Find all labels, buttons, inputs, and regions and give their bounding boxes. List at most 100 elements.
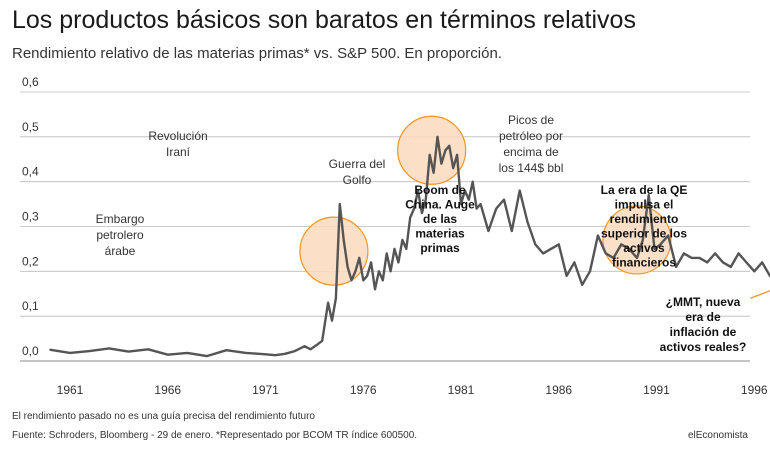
annotations: Embargo petrolero árabe Revolución Iraní Guer… [96, 113, 747, 354]
data-point [225, 349, 227, 351]
data-point [397, 261, 400, 263]
data-point [573, 261, 575, 263]
data-point [274, 354, 276, 356]
annotation-revolucion: Revolución Iraní [148, 129, 207, 159]
x-tick-label: 1981 [448, 383, 475, 397]
y-tick-label: 0,1 [22, 299, 39, 313]
x-tick-label: 1961 [57, 383, 84, 397]
annotation-line: Revolución [148, 129, 207, 143]
data-point [495, 207, 497, 210]
data-point [429, 154, 431, 156]
annotation-embargo: Embargo petrolero árabe [96, 212, 145, 258]
data-point [675, 266, 677, 268]
x-tick-label: 1991 [643, 383, 670, 397]
y-tick-label: 0,3 [22, 210, 39, 224]
data-point [108, 347, 110, 350]
data-point [186, 352, 188, 354]
x-tick-label: 1971 [252, 383, 279, 397]
data-point [605, 252, 607, 254]
data-point [597, 234, 599, 237]
data-point [456, 154, 458, 156]
data-point [393, 248, 396, 250]
data-point [401, 239, 403, 241]
annotation-line: inflación de [670, 325, 737, 339]
data-point [374, 288, 376, 290]
data-point [460, 203, 462, 205]
annotation-line: petrolero [96, 228, 144, 242]
data-point [409, 216, 411, 219]
data-point [350, 279, 353, 281]
data-point [648, 194, 650, 196]
data-point [167, 354, 169, 356]
data-point [88, 350, 91, 352]
data-point [294, 350, 296, 352]
annotation-line: primas [420, 241, 460, 255]
chart-subtitle: Rendimiento relativo de las materias pri… [12, 45, 502, 62]
annotation-picos: Picos de petróleo por encima de los 144$ bb… [499, 113, 564, 175]
data-point [331, 320, 333, 322]
annotation-line: superior de los [601, 227, 687, 241]
data-point [321, 340, 323, 342]
annotation-line: Iraní [166, 145, 191, 159]
data-point [653, 248, 656, 250]
annotation-line: rendimiento [610, 212, 679, 226]
data-point [417, 190, 419, 192]
data-point [382, 279, 384, 281]
annotation-line: de las [423, 212, 457, 226]
data-point [659, 243, 662, 246]
annotation-line: ¿MMT, nueva [666, 295, 741, 309]
highlight-circle [299, 216, 369, 286]
data-point [421, 212, 423, 214]
annotation-boom: Boom de China. Auge de las materias primas [405, 183, 475, 255]
data-point [706, 261, 708, 263]
data-point [433, 172, 435, 174]
data-point [642, 239, 644, 241]
data-point [550, 248, 552, 250]
chart-canvas: 0,0 0,1 0,2 0,3 0,4 0,5 0,6 1961 1966 1971 1976 19… [20, 75, 770, 397]
data-point [425, 199, 427, 201]
brand-logo: elEconomista [687, 430, 748, 441]
source-note: Fuente: Schroders, Bloomberg - 29 de ene… [12, 430, 418, 441]
data-point [511, 230, 513, 232]
data-point [343, 239, 345, 241]
data-point [738, 252, 740, 254]
annotation-line: Golfo [343, 173, 372, 187]
x-tick-label: 1996 [741, 383, 768, 397]
footnote: El rendimiento pasado no es una guía pre… [12, 411, 315, 422]
data-point [327, 302, 329, 304]
data-point [612, 257, 615, 259]
data-point [69, 352, 71, 354]
data-point [542, 252, 544, 254]
data-point [390, 270, 392, 272]
y-tick-label: 0,6 [22, 75, 39, 89]
data-point [284, 353, 286, 355]
data-point [558, 243, 560, 246]
highlight-circle [602, 205, 672, 275]
data-point [49, 349, 52, 351]
data-point [464, 190, 466, 192]
annotation-line: China. Auge [405, 198, 475, 212]
annotation-line: era de [685, 310, 721, 324]
annotation-line: financieros [612, 256, 676, 270]
data-point [378, 270, 380, 272]
data-point [534, 243, 536, 246]
data-point [245, 352, 247, 354]
data-point [444, 149, 446, 151]
chart-title: Los productos básicos son baratos en tér… [12, 6, 636, 34]
data-point [476, 207, 478, 210]
data-point [479, 203, 482, 205]
data-point [366, 275, 368, 277]
data-point [581, 284, 583, 286]
annotation-guerra: Guerra del Golfo [329, 157, 386, 187]
data-point [761, 261, 763, 263]
y-tick-label: 0,0 [22, 344, 39, 358]
annotation-line: los 144$ bbl [499, 161, 564, 175]
data-point [347, 266, 349, 268]
annotation-line: impulsa el [615, 198, 674, 212]
data-point [309, 348, 312, 350]
x-tick-label: 1966 [154, 383, 181, 397]
series-layer [49, 135, 770, 358]
data-point [362, 279, 364, 281]
annotation-line: materias [415, 227, 465, 241]
